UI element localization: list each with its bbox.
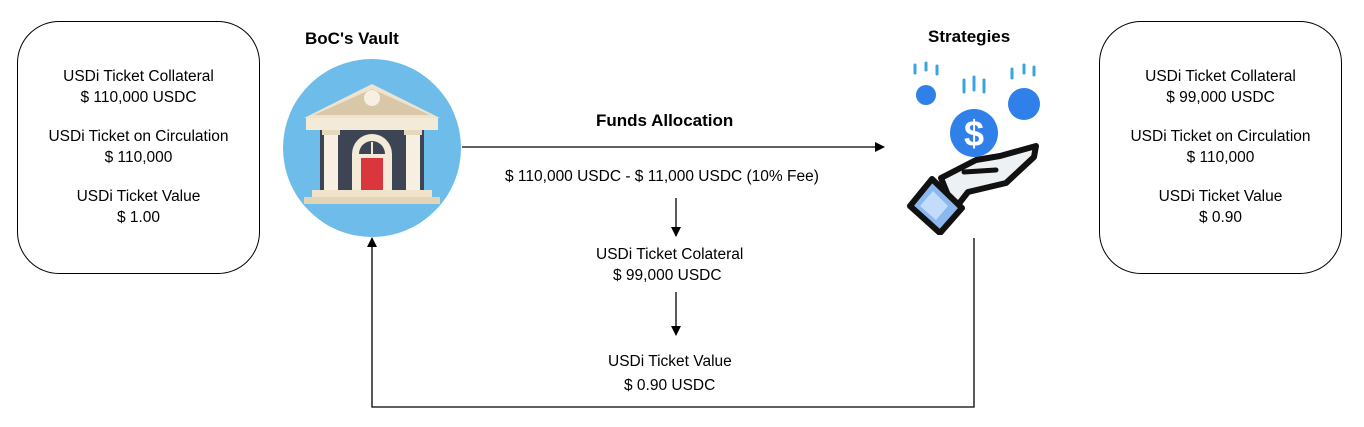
svg-text:$: $ — [964, 113, 984, 154]
right-circulation-value: $ 110,000 — [1186, 149, 1255, 166]
bank-icon — [283, 59, 461, 237]
right-status-box: USDi Ticket Collateral $ 99,000 USDC USD… — [1099, 21, 1342, 274]
right-value-label: USDi Ticket Value — [1158, 188, 1283, 205]
right-collateral-value: $ 99,000 USDC — [1166, 89, 1275, 106]
left-value-value: $ 1.00 — [116, 209, 161, 226]
return-arrow — [367, 237, 975, 408]
hand-coins-icon: $ — [907, 61, 1040, 235]
right-collateral-label: USDi Ticket Collateral — [1145, 68, 1296, 85]
flow-collateral-value: $ 99,000 USDC — [613, 267, 722, 284]
flow-value-label: USDi Ticket Value — [608, 353, 732, 370]
flow-collateral-label: USDi Ticket Colateral — [596, 246, 744, 263]
allocation-title: Funds Allocation — [596, 111, 734, 130]
left-circulation-value: $ 110,000 — [104, 149, 173, 166]
left-collateral-label: USDi Ticket Collateral — [63, 68, 214, 85]
flow-value-value: $ 0.90 USDC — [624, 377, 716, 394]
right-circulation-label: USDi Ticket on Circulation — [1130, 128, 1311, 145]
right-value-value: $ 0.90 — [1198, 209, 1243, 226]
left-collateral-value: $ 110,000 USDC — [80, 89, 197, 106]
left-status-box: USDi Ticket Collateral $ 110,000 USDC US… — [17, 21, 260, 274]
allocation-amount: $ 110,000 USDC - $ 11,000 USDC (10% Fee) — [505, 168, 819, 185]
left-circulation-label: USDi Ticket on Circulation — [48, 128, 229, 145]
vault-title: BoC's Vault — [305, 29, 399, 48]
left-value-label: USDi Ticket Value — [76, 188, 201, 205]
strategies-title: Strategies — [928, 27, 1011, 46]
